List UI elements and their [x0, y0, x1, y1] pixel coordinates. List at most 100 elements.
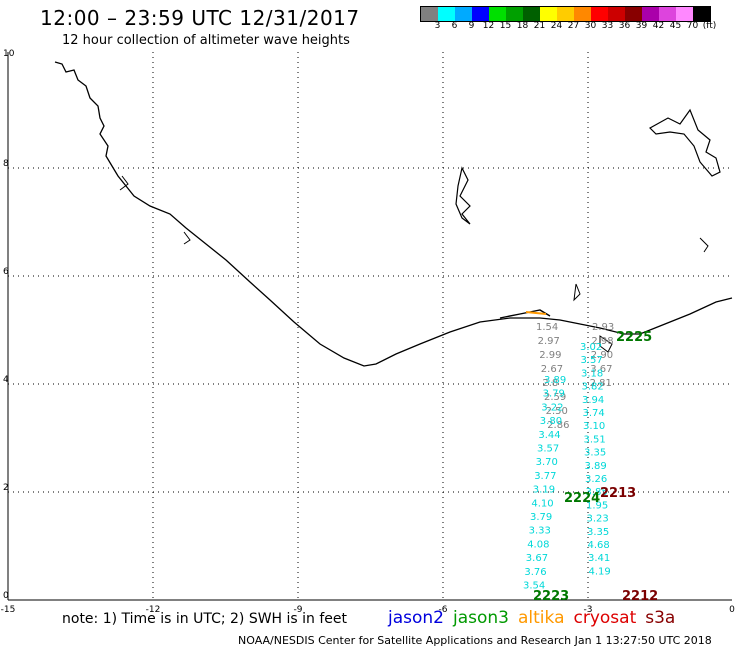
- wave-height-label: 3.18: [581, 368, 603, 379]
- wave-height-label: 3.77: [534, 471, 556, 482]
- wave-height-label: 3.51: [584, 434, 606, 445]
- wave-height-label: 3.54: [523, 581, 545, 592]
- wave-height-label: 3.85: [586, 487, 608, 498]
- wave-height-label: 3.67: [526, 553, 548, 564]
- color-scale-label: 33: [601, 21, 614, 31]
- color-swatch: [625, 7, 642, 21]
- wave-height-label: 1.54: [536, 322, 558, 333]
- wave-height-label: 3.26: [585, 474, 607, 485]
- wave-height-label: 3.02: [580, 342, 602, 353]
- y-tick-label: 0: [3, 591, 9, 601]
- wave-height-label: 3.82: [582, 382, 604, 393]
- wave-height-label: 2.67: [541, 364, 563, 375]
- color-scale-label: (ft): [702, 21, 717, 31]
- wave-height-label: 3.41: [588, 553, 610, 564]
- legend-item-jason2: jason2: [388, 608, 444, 628]
- x-tick-label: -3: [584, 605, 593, 615]
- color-swatch: [489, 7, 506, 21]
- wave-height-label: 3.10: [583, 421, 605, 432]
- wave-height-label: 3.22: [541, 402, 563, 413]
- color-scale-label: 21: [533, 21, 546, 31]
- color-scale-label: 3: [434, 21, 441, 31]
- wave-height-label: 2.81: [590, 378, 612, 389]
- wave-height-label: 3.57: [537, 444, 559, 455]
- legend-item-jason3: jason3: [453, 608, 509, 628]
- color-swatch: [438, 7, 455, 21]
- wave-height-label: 4.10: [531, 498, 553, 509]
- map-subtitle: 12 hour collection of altimeter wave hei…: [62, 33, 350, 48]
- satellite-legend: jason2 jason3 altika cryosat s3a: [388, 608, 684, 628]
- wave-observations: 1.542.972.992.672.82.592.502.862.932.982…: [523, 322, 658, 604]
- wave-height-label: 3.94: [582, 395, 604, 406]
- color-swatch: [540, 7, 557, 21]
- map-title: 12:00 – 23:59 UTC 12/31/2017: [40, 6, 360, 30]
- coastline: [54, 61, 733, 367]
- color-scale-label: 24: [550, 21, 563, 31]
- color-scale-label: 70: [686, 21, 699, 31]
- wave-height-label: 4.08: [527, 539, 549, 550]
- legend-item-altika: altika: [518, 608, 565, 628]
- wave-height-label: 3.89: [544, 375, 566, 386]
- wave-height-label: 2.50: [546, 406, 568, 417]
- color-scale-label: 6: [451, 21, 458, 31]
- map-grid: [8, 52, 732, 600]
- wave-height-label: 3.33: [529, 526, 551, 537]
- color-scale-label: 36: [618, 21, 631, 31]
- color-swatch: [693, 7, 710, 21]
- color-swatch: [523, 7, 540, 21]
- color-scale-label: 30: [584, 21, 597, 31]
- wave-height-label: 3.57: [581, 355, 603, 366]
- color-swatch: [421, 7, 438, 21]
- wave-height-label: 3.76: [524, 567, 546, 578]
- color-scale-label: 9: [468, 21, 475, 31]
- wave-height-label: 3.44: [538, 430, 560, 441]
- y-tick-label: 6: [3, 267, 9, 277]
- x-tick-label: -15: [1, 605, 16, 615]
- y-tick-label: 8: [3, 159, 9, 169]
- wave-height-label: 3.35: [587, 527, 609, 538]
- color-scale-label: 18: [516, 21, 529, 31]
- color-scale-label: 39: [635, 21, 648, 31]
- wave-height-label: 4.68: [588, 540, 610, 551]
- color-swatch: [574, 7, 591, 21]
- track-id-label: 2213: [600, 486, 636, 501]
- color-swatch: [642, 7, 659, 21]
- track-id-label: 2224: [564, 491, 600, 506]
- color-swatch: [676, 7, 693, 21]
- wave-height-label: 2.97: [538, 336, 560, 347]
- color-scale-label: 42: [652, 21, 665, 31]
- color-swatch: [659, 7, 676, 21]
- wave-height-label: 1.95: [586, 500, 608, 511]
- y-tick-label: 2: [3, 483, 9, 493]
- color-swatch: [455, 7, 472, 21]
- wave-height-label: 2.90: [591, 350, 613, 361]
- track-id-label: 2223: [533, 589, 569, 604]
- wave-height-label: 2.86: [547, 420, 569, 431]
- wave-height-label: 3.67: [590, 364, 612, 375]
- track-id-label: 2225: [616, 330, 652, 345]
- color-swatch: [591, 7, 608, 21]
- color-scale-bar: [420, 6, 711, 22]
- color-scale-label: 15: [499, 21, 512, 31]
- wave-height-label: 3.35: [584, 448, 606, 459]
- wave-height-label: 3.80: [540, 416, 562, 427]
- color-scale-label: 45: [669, 21, 682, 31]
- credit-line: NOAA/NESDIS Center for Satellite Applica…: [238, 634, 712, 647]
- x-tick-label: -9: [294, 605, 303, 615]
- wave-height-label: 2.99: [539, 350, 561, 361]
- x-tick-label: 0: [729, 605, 735, 615]
- y-tick-label: 4: [3, 375, 9, 385]
- wave-height-label: 3.23: [587, 514, 609, 525]
- color-scale-label: 27: [567, 21, 580, 31]
- wave-height-label: 4.19: [589, 566, 611, 577]
- color-scale-label: 12: [482, 21, 495, 31]
- y-tick-label: 10: [3, 49, 15, 59]
- wave-height-label: 2.8: [542, 378, 558, 389]
- color-swatch: [472, 7, 489, 21]
- wave-height-label: 3.19: [533, 485, 555, 496]
- color-swatch: [506, 7, 523, 21]
- x-tick-label: -6: [439, 605, 448, 615]
- track-id-label: 2212: [622, 589, 658, 604]
- wave-height-label: 3.79: [530, 512, 552, 523]
